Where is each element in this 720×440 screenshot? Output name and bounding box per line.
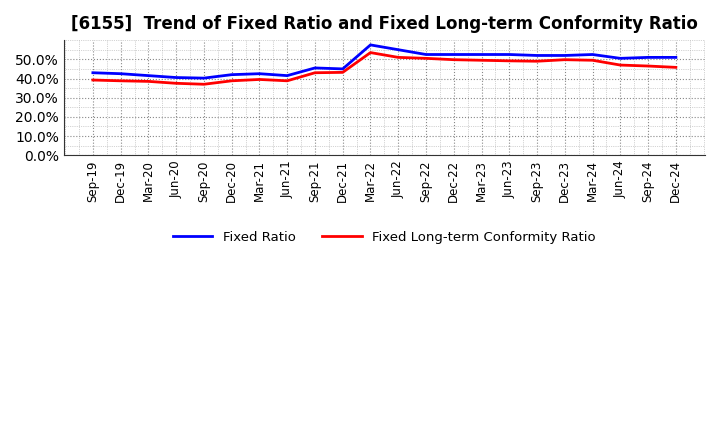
Fixed Ratio — [228, 72, 236, 77]
Fixed Long-term Conformity Ratio — [616, 62, 625, 68]
Fixed Long-term Conformity Ratio — [228, 78, 236, 84]
Fixed Long-term Conformity Ratio — [199, 82, 208, 87]
Fixed Ratio — [172, 75, 181, 80]
Fixed Ratio — [310, 65, 319, 70]
Fixed Long-term Conformity Ratio — [644, 63, 652, 69]
Fixed Long-term Conformity Ratio — [422, 56, 431, 61]
Fixed Ratio — [89, 70, 97, 75]
Fixed Long-term Conformity Ratio — [283, 78, 292, 84]
Fixed Ratio — [588, 52, 597, 57]
Fixed Long-term Conformity Ratio — [449, 57, 458, 62]
Title: [6155]  Trend of Fixed Ratio and Fixed Long-term Conformity Ratio: [6155] Trend of Fixed Ratio and Fixed Lo… — [71, 15, 698, 33]
Line: Fixed Long-term Conformity Ratio: Fixed Long-term Conformity Ratio — [93, 53, 676, 84]
Fixed Ratio — [449, 52, 458, 57]
Fixed Long-term Conformity Ratio — [144, 79, 153, 84]
Fixed Ratio — [199, 76, 208, 81]
Fixed Long-term Conformity Ratio — [89, 77, 97, 83]
Fixed Long-term Conformity Ratio — [394, 55, 402, 60]
Fixed Long-term Conformity Ratio — [477, 58, 486, 63]
Fixed Long-term Conformity Ratio — [117, 78, 125, 84]
Fixed Ratio — [533, 53, 541, 58]
Fixed Long-term Conformity Ratio — [255, 77, 264, 82]
Fixed Ratio — [422, 52, 431, 57]
Fixed Ratio — [394, 47, 402, 52]
Fixed Ratio — [338, 66, 347, 72]
Line: Fixed Ratio: Fixed Ratio — [93, 45, 676, 78]
Legend: Fixed Ratio, Fixed Long-term Conformity Ratio: Fixed Ratio, Fixed Long-term Conformity … — [168, 225, 601, 249]
Fixed Ratio — [283, 73, 292, 78]
Fixed Ratio — [366, 42, 375, 48]
Fixed Ratio — [144, 73, 153, 78]
Fixed Long-term Conformity Ratio — [338, 70, 347, 75]
Fixed Long-term Conformity Ratio — [310, 70, 319, 75]
Fixed Ratio — [477, 52, 486, 57]
Fixed Ratio — [255, 71, 264, 77]
Fixed Ratio — [616, 56, 625, 61]
Fixed Long-term Conformity Ratio — [366, 50, 375, 55]
Fixed Ratio — [672, 55, 680, 60]
Fixed Ratio — [117, 71, 125, 77]
Fixed Long-term Conformity Ratio — [505, 58, 513, 63]
Fixed Ratio — [644, 55, 652, 60]
Fixed Long-term Conformity Ratio — [560, 57, 569, 62]
Fixed Long-term Conformity Ratio — [588, 58, 597, 63]
Fixed Long-term Conformity Ratio — [533, 59, 541, 64]
Fixed Ratio — [505, 52, 513, 57]
Fixed Long-term Conformity Ratio — [172, 81, 181, 86]
Fixed Long-term Conformity Ratio — [672, 65, 680, 70]
Fixed Ratio — [560, 53, 569, 58]
